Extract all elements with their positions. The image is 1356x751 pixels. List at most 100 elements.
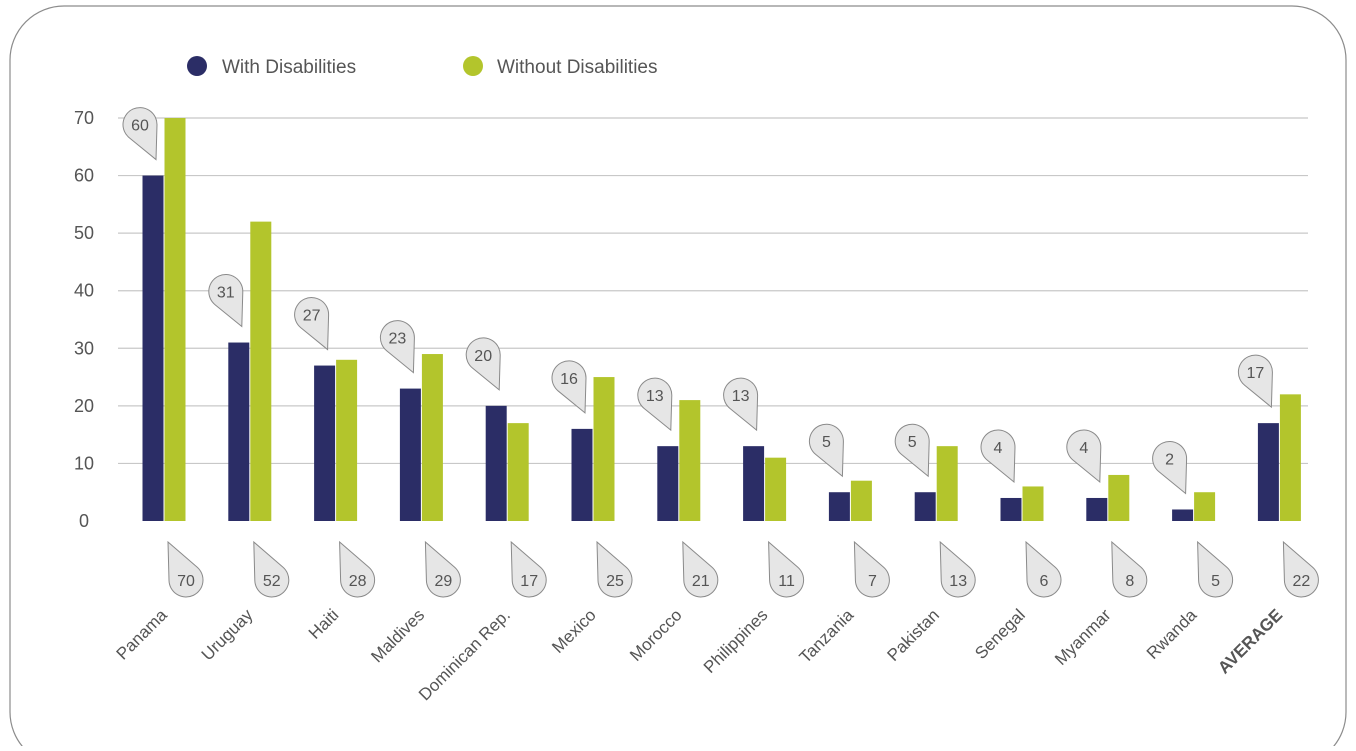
- value-label-text: 13: [949, 573, 967, 590]
- value-label-text: 20: [474, 348, 492, 365]
- bar-without-disabilities: [1194, 492, 1216, 521]
- value-pin-shape: [253, 540, 290, 598]
- y-axis: 0 10 20 30 40 50 60 70: [74, 108, 94, 531]
- value-pin-shape: [1066, 429, 1102, 484]
- value-label-with-disabilities: 13: [637, 377, 673, 432]
- legend-label: Without Disabilities: [497, 57, 658, 78]
- value-label-text: 17: [520, 573, 538, 590]
- value-pin-shape: [510, 540, 547, 598]
- bar-without-disabilities: [679, 400, 701, 521]
- bar-without-disabilities: [593, 377, 615, 521]
- value-label-with-disabilities: 60: [122, 107, 158, 161]
- bar-without-disabilities: [164, 118, 186, 521]
- bar-with-disabilities: [914, 492, 936, 521]
- value-label-without-disabilities: 52: [253, 540, 290, 598]
- value-pin-shape: [551, 360, 587, 414]
- bar-without-disabilities: [421, 354, 443, 521]
- value-label-text: 29: [435, 573, 453, 590]
- value-label-without-disabilities: 21: [682, 540, 719, 598]
- value-pin-shape: [1111, 540, 1148, 598]
- value-pin-shape: [596, 540, 633, 598]
- value-label-text: 4: [994, 440, 1003, 457]
- value-label-with-disabilities: 4: [980, 429, 1016, 484]
- value-label-text: 23: [389, 331, 407, 348]
- bar-with-disabilities: [1086, 497, 1108, 521]
- value-pin-shape: [339, 540, 376, 598]
- value-pin-shape: [808, 423, 844, 478]
- y-tick-label: 70: [74, 108, 94, 128]
- value-label-text: 22: [1293, 573, 1311, 590]
- value-label-text: 6: [1040, 573, 1049, 590]
- bar-without-disabilities: [507, 423, 529, 521]
- value-label-with-disabilities: 4: [1066, 429, 1102, 484]
- value-label-text: 8: [1125, 573, 1134, 590]
- value-label-text: 25: [606, 573, 624, 590]
- value-pin-shape: [379, 320, 415, 374]
- value-pin-shape: [1197, 540, 1234, 598]
- value-label-without-disabilities: 5: [1197, 540, 1234, 598]
- value-label-without-disabilities: 70: [167, 540, 204, 598]
- value-label-without-disabilities: 17: [510, 540, 547, 598]
- value-pin-shape: [768, 540, 805, 598]
- bar-with-disabilities: [142, 175, 164, 522]
- value-pin-shape: [294, 297, 330, 351]
- value-label-with-disabilities: 27: [294, 297, 330, 351]
- value-pin-shape: [424, 540, 461, 598]
- value-pin-shape: [1237, 354, 1273, 409]
- bar-with-disabilities: [228, 342, 250, 521]
- y-tick-label: 60: [74, 166, 94, 186]
- y-tick-label: 40: [74, 281, 94, 301]
- value-labels: 6070315227282329201716251321131157513464…: [122, 107, 1319, 598]
- value-label-without-disabilities: 22: [1282, 540, 1319, 598]
- bar-without-disabilities: [765, 457, 787, 521]
- value-label-text: 16: [560, 371, 578, 388]
- y-tick-label: 10: [74, 453, 94, 473]
- value-label-text: 7: [868, 573, 877, 590]
- value-pin-shape: [894, 423, 930, 478]
- value-label-text: 5: [822, 434, 831, 451]
- value-pin-shape: [122, 107, 158, 161]
- y-tick-label: 20: [74, 396, 94, 416]
- bar-with-disabilities: [571, 428, 593, 521]
- value-pin-shape: [465, 337, 501, 391]
- value-label-text: 4: [1079, 440, 1088, 457]
- value-pin-shape: [853, 540, 890, 598]
- value-label-text: 70: [177, 573, 195, 590]
- value-label-with-disabilities: 5: [894, 423, 930, 478]
- value-label-text: 5: [908, 434, 917, 451]
- value-label-with-disabilities: 31: [208, 274, 244, 328]
- value-label-text: 27: [303, 308, 321, 325]
- value-label-text: 21: [692, 573, 710, 590]
- y-tick-label: 0: [79, 511, 89, 531]
- value-pin-shape: [939, 540, 976, 598]
- y-tick-label: 50: [74, 223, 94, 243]
- value-pin-shape: [723, 377, 759, 432]
- value-label-text: 28: [349, 573, 367, 590]
- value-label-text: 2: [1165, 451, 1174, 468]
- value-label-without-disabilities: 7: [853, 540, 890, 598]
- value-label-text: 11: [778, 573, 795, 590]
- bar-with-disabilities: [1172, 509, 1194, 521]
- value-label-without-disabilities: 13: [939, 540, 976, 598]
- bar-with-disabilities: [399, 388, 421, 521]
- value-label-with-disabilities: 23: [379, 320, 415, 374]
- value-label-text: 31: [217, 285, 235, 302]
- bar-without-disabilities: [250, 221, 272, 521]
- legend-label: With Disabilities: [222, 57, 356, 78]
- value-pin-shape: [167, 540, 204, 598]
- value-label-text: 5: [1211, 573, 1220, 590]
- value-label-with-disabilities: 16: [551, 360, 587, 414]
- bars: [142, 118, 1301, 522]
- value-label-without-disabilities: 25: [596, 540, 633, 598]
- value-label-without-disabilities: 11: [768, 540, 805, 598]
- legend-item: With Disabilities: [187, 56, 356, 78]
- legend-swatch: [187, 56, 207, 76]
- value-label-text: 17: [1247, 365, 1265, 382]
- value-label-text: 52: [263, 573, 281, 590]
- bar-with-disabilities: [743, 446, 765, 521]
- value-pin-shape: [1152, 441, 1188, 495]
- value-label-with-disabilities: 2: [1152, 441, 1188, 495]
- bar-with-disabilities: [314, 365, 336, 521]
